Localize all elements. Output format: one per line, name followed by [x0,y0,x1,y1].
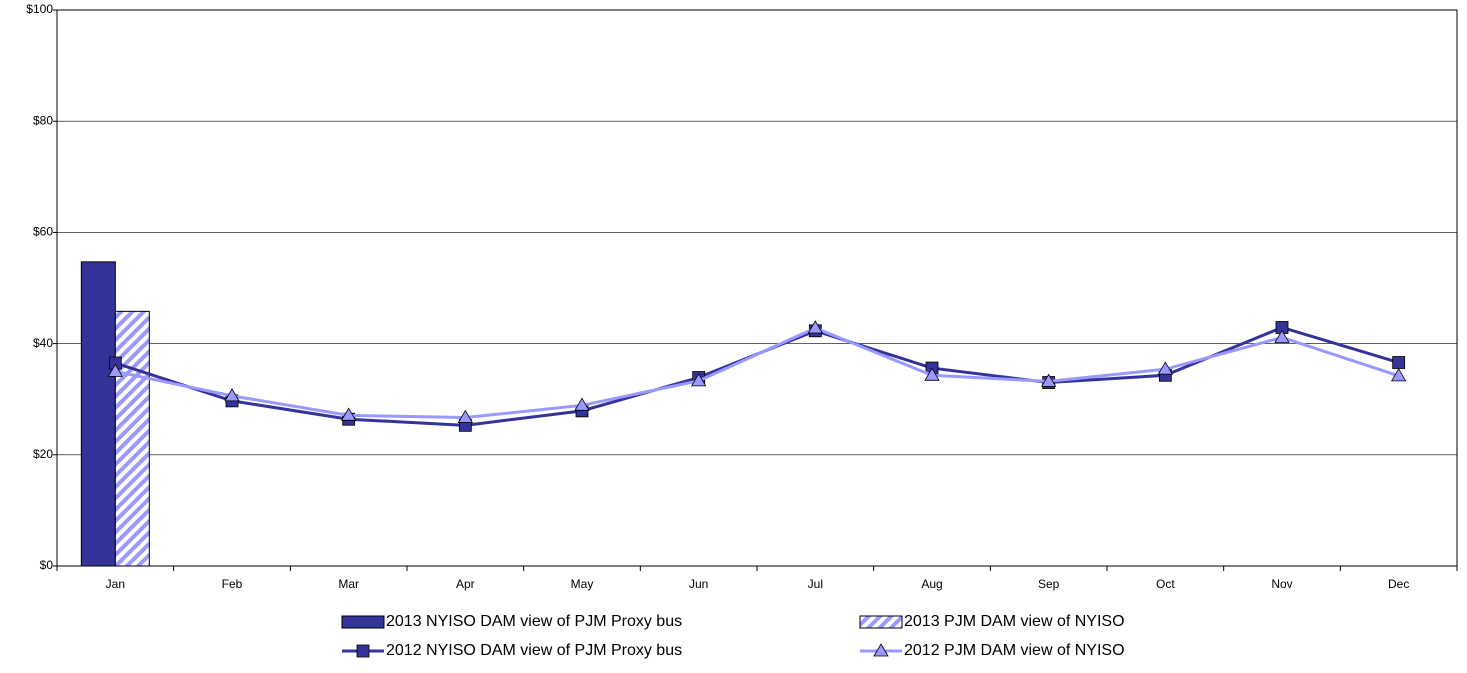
x-tick-label: Jul [808,577,823,591]
legend-label: 2013 NYISO DAM view of PJM Proxy bus [386,613,682,630]
y-tick-label: $80 [33,113,53,127]
legend-swatch [341,615,385,629]
x-tick-label: Feb [222,577,243,591]
plot-area [56,9,1458,567]
x-tick-label: Jun [689,577,708,591]
marker [224,388,240,402]
marker [1157,361,1174,375]
legend-item: 2012 NYISO DAM view of PJM Proxy bus [342,642,682,659]
marker [924,367,940,381]
bar [114,310,150,567]
marker [1390,368,1407,382]
legend-label: 2012 PJM DAM view of NYISO [904,642,1125,659]
legend-swatch [859,615,903,629]
marker [574,397,590,411]
y-tick-label: $100 [26,2,53,16]
bar [80,261,116,567]
x-tick-label: Nov [1271,577,1292,591]
x-tick-label: Aug [921,577,942,591]
legend-marker [873,643,889,657]
legend-label: 2013 PJM DAM view of NYISO [904,613,1125,630]
legend-item: 2013 PJM DAM view of NYISO [859,613,1125,630]
x-tick-label: Apr [456,577,475,591]
x-tick-label: Sep [1038,577,1060,591]
x-tick-label: Mar [338,577,359,591]
marker [807,320,824,334]
x-tick-label: May [571,577,594,591]
x-tick-label: Jan [106,577,125,591]
legend-marker [356,644,370,658]
legend-item: 2013 NYISO DAM view of PJM Proxy bus [341,613,682,630]
legend-item: 2012 PJM DAM view of NYISO [860,642,1125,659]
marker [690,373,707,387]
x-tick-label: Dec [1388,577,1409,591]
y-tick-label: $60 [33,225,53,239]
marker [340,407,357,421]
y-tick-label: $20 [33,447,53,461]
marker [1392,356,1406,369]
marker [457,409,474,423]
legend-label: 2012 NYISO DAM view of PJM Proxy bus [386,642,682,659]
y-tick-label: $40 [33,336,53,350]
marker [1274,329,1290,343]
line [115,326,1400,420]
x-tick-label: Oct [1156,577,1175,591]
marker [107,363,124,377]
marker [1040,373,1057,387]
y-tick-label: $0 [40,558,54,572]
